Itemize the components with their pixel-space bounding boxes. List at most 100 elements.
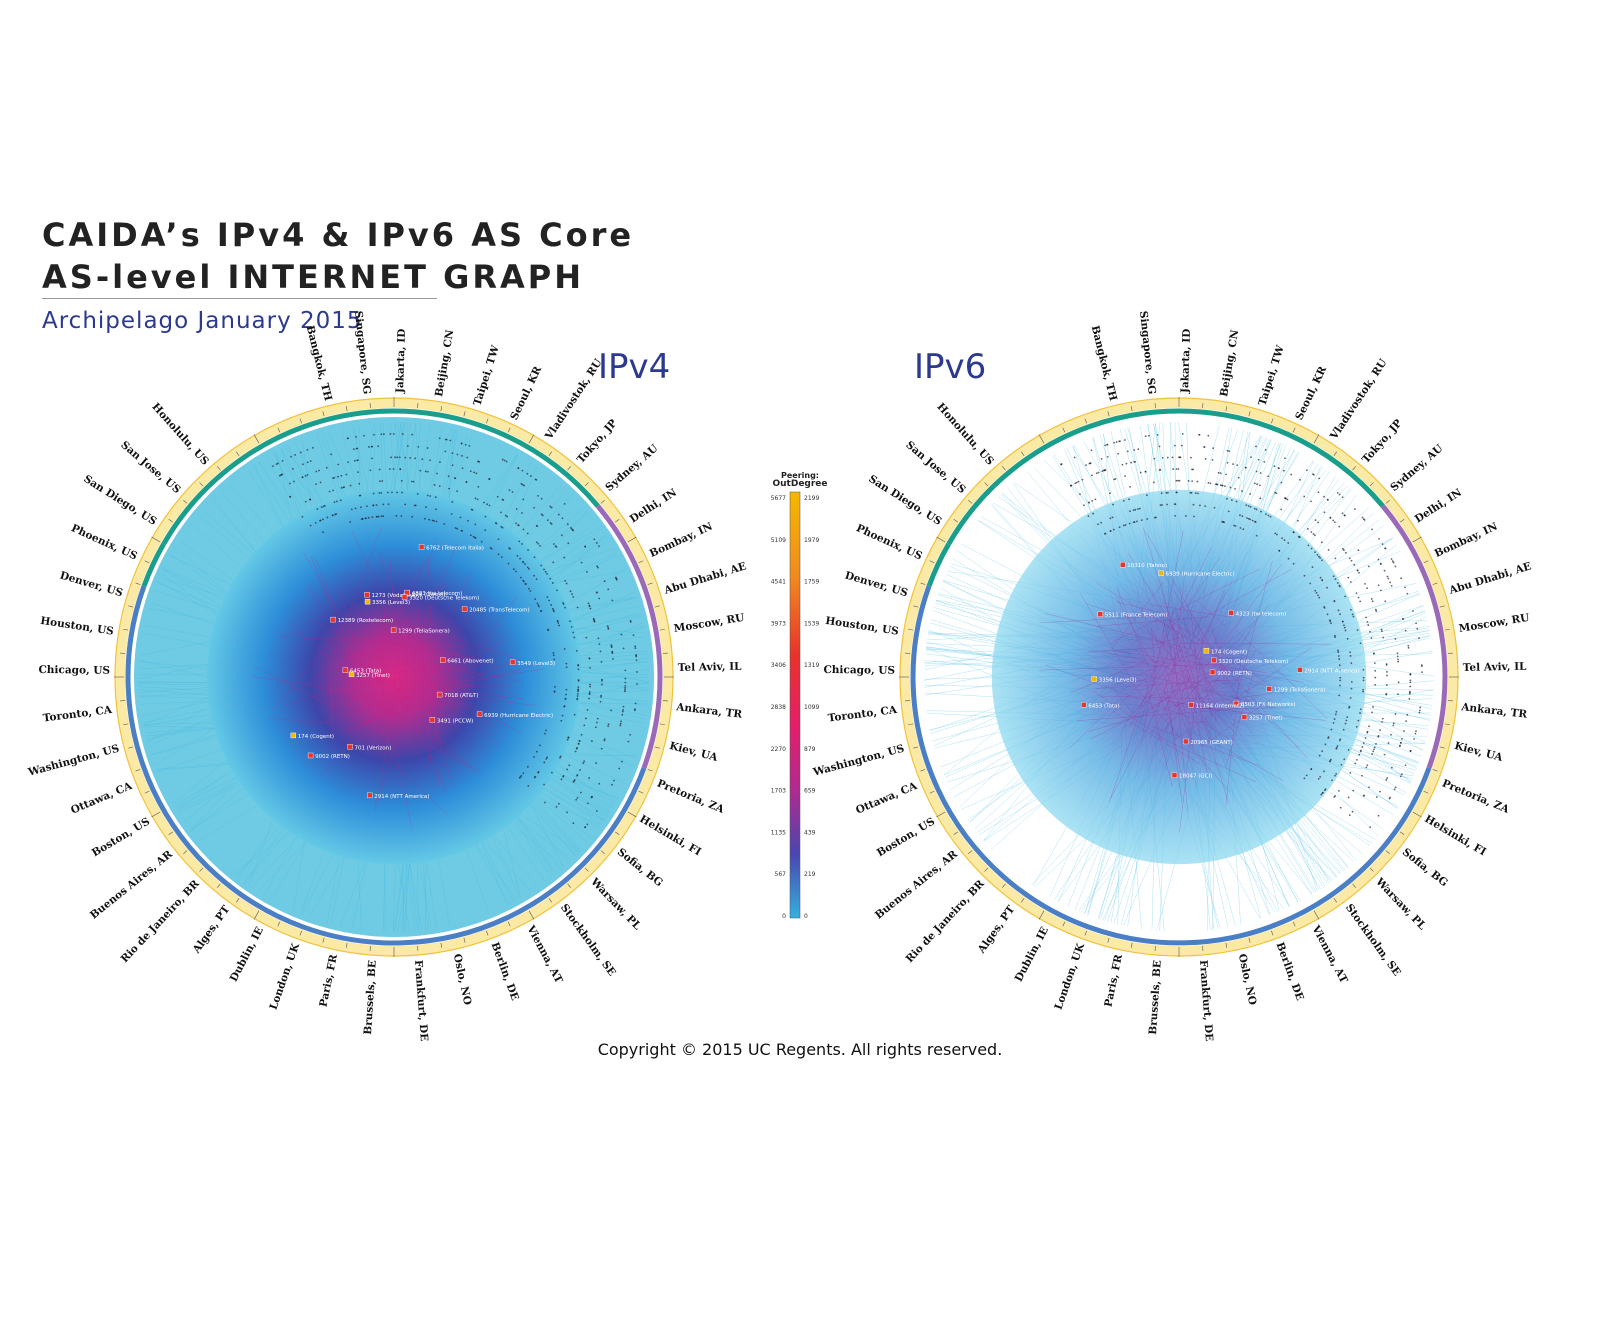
as-node <box>1374 669 1377 672</box>
as-core-node <box>367 792 373 799</box>
as-node <box>1215 483 1217 486</box>
as-node <box>565 662 568 665</box>
as-node <box>577 679 580 681</box>
as-node <box>343 486 346 489</box>
longitude-tick <box>528 910 535 920</box>
as-node <box>1237 476 1240 479</box>
as-node <box>501 526 504 529</box>
as-node <box>377 515 380 518</box>
as-node <box>1323 770 1325 773</box>
as-node <box>1112 528 1115 531</box>
as-node <box>580 561 583 564</box>
as-node <box>1254 482 1256 485</box>
city-label: San Diego, US <box>866 473 943 528</box>
as-node <box>399 468 402 470</box>
city-label: Singapore, SG <box>1137 310 1158 395</box>
as-node <box>584 826 586 829</box>
as-node <box>1278 467 1280 470</box>
as-node <box>1193 515 1196 518</box>
as-node <box>472 535 475 538</box>
as-node <box>1409 681 1412 684</box>
as-node <box>1406 592 1409 595</box>
as-node <box>1375 610 1378 612</box>
as-node <box>315 483 318 486</box>
as-node <box>1153 516 1156 519</box>
longitude-tick <box>627 536 637 543</box>
as-node <box>1378 537 1380 540</box>
as-node <box>1253 507 1256 510</box>
as-node <box>543 568 545 571</box>
longitude-tick <box>913 746 919 749</box>
as-node <box>1368 786 1370 789</box>
longitude-tick <box>463 937 466 943</box>
as-node <box>570 528 573 530</box>
as-node <box>456 453 459 456</box>
as-node <box>1352 615 1355 618</box>
as-node <box>565 688 568 691</box>
as-node <box>622 708 624 711</box>
city-label: Alges, PT <box>975 903 1017 956</box>
as-node <box>467 519 469 522</box>
core-edge <box>1225 676 1253 767</box>
as-node <box>552 561 555 564</box>
as-node <box>565 582 568 585</box>
as-node <box>553 543 555 545</box>
as-node <box>560 719 563 722</box>
ipv6-panel-label: IPv6 <box>914 347 987 387</box>
as-node <box>1235 500 1238 503</box>
as-node <box>588 604 591 607</box>
city-label: Sydney, AU <box>1388 442 1445 494</box>
as-core-node <box>1241 714 1248 720</box>
as-node <box>1379 790 1381 793</box>
as-node <box>597 566 599 569</box>
as-node <box>1349 772 1352 774</box>
longitude-tick <box>507 427 511 433</box>
as-node <box>1404 586 1406 589</box>
as-node <box>514 570 517 573</box>
core-edge <box>1095 679 1230 689</box>
as-node <box>527 549 529 551</box>
as-node <box>596 717 599 720</box>
as-node <box>522 772 525 775</box>
as-node <box>593 538 596 541</box>
as-node <box>572 781 575 783</box>
as-node <box>1073 456 1076 459</box>
as-label: 8503 (FX Networks) <box>1241 702 1296 708</box>
core-edge <box>386 685 511 690</box>
as-node <box>337 463 340 466</box>
core-edge <box>1086 603 1137 621</box>
core-edge <box>1170 646 1183 663</box>
as-node <box>451 500 454 503</box>
as-node <box>535 524 538 527</box>
as-label: 3491 (PCCW) <box>437 718 473 724</box>
as-node <box>322 531 325 534</box>
as-node <box>1367 624 1370 626</box>
as-node <box>506 515 509 518</box>
core-edge <box>1163 628 1165 652</box>
longitude-tick <box>1271 418 1274 424</box>
as-node <box>489 547 492 549</box>
core-edge <box>253 666 390 737</box>
as-node <box>548 599 550 602</box>
as-node <box>1329 516 1332 519</box>
as-node <box>1286 498 1289 501</box>
core-edge <box>1178 623 1213 744</box>
legend-tick-peering: 3973 <box>771 620 786 627</box>
as-node <box>401 433 404 435</box>
city-label: Denver, US <box>58 569 124 599</box>
as-node <box>607 588 610 591</box>
as-node <box>444 450 447 453</box>
longitude-tick <box>345 406 348 412</box>
longitude-tick <box>1292 427 1296 433</box>
as-node <box>1386 575 1389 578</box>
longitude-tick <box>1399 519 1405 523</box>
as-node <box>433 519 435 522</box>
city-label: Chicago, US <box>823 664 895 677</box>
as-node <box>1087 515 1090 518</box>
legend-tick-outdegree: 439 <box>804 829 816 836</box>
city-label: Pretoria, ZA <box>1440 777 1511 816</box>
as-label: 6461 (Abovenet) <box>447 659 493 665</box>
core-edge <box>1102 652 1202 670</box>
as-node <box>1245 504 1248 507</box>
as-node <box>619 724 622 727</box>
